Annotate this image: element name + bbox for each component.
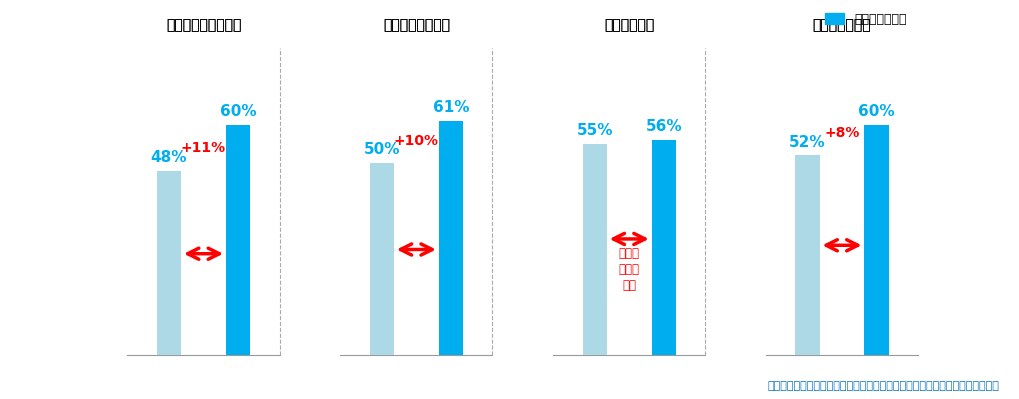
- Text: 48%: 48%: [151, 150, 187, 165]
- Text: 56%: 56%: [645, 119, 682, 134]
- Text: 60%: 60%: [857, 104, 894, 119]
- Text: ベース：マイナンバー対応をグループ全体あるいは一部の企業と共に行う企業: ベース：マイナンバー対応をグループ全体あるいは一部の企業と共に行う企業: [767, 381, 999, 391]
- Text: 55%: 55%: [576, 123, 612, 138]
- Text: ＜システム＞: ＜システム＞: [603, 18, 653, 32]
- Text: 61%: 61%: [432, 100, 469, 115]
- Text: 60%: 60%: [219, 104, 256, 119]
- Bar: [438, 121, 463, 355]
- Text: ＜実際の業務＞: ＜実際の業務＞: [812, 18, 870, 32]
- Bar: [795, 155, 818, 355]
- Text: 52%: 52%: [789, 134, 825, 150]
- Text: +10%: +10%: [393, 134, 438, 148]
- Bar: [582, 144, 606, 355]
- Text: ＜実際の業務＞: ＜実際の業務＞: [812, 18, 870, 32]
- Text: ＜対応方針の策定＞: ＜対応方針の策定＞: [166, 18, 240, 32]
- Bar: [863, 124, 888, 355]
- Text: +11%: +11%: [180, 141, 226, 155]
- Text: ＜システム＞: ＜システム＞: [603, 18, 653, 32]
- Text: ＜ひな形・資料＞: ＜ひな形・資料＞: [382, 18, 449, 32]
- Text: ＜ひな形・資料＞: ＜ひな形・資料＞: [382, 18, 449, 32]
- Bar: [226, 124, 250, 355]
- Legend: 対応状況スコア: 対応状況スコア: [819, 8, 911, 31]
- Bar: [369, 163, 393, 355]
- Text: +8%: +8%: [823, 126, 859, 140]
- Text: 統計的
有意差
なし: 統計的 有意差 なし: [619, 247, 639, 292]
- Text: ＜対応方針の策定＞: ＜対応方針の策定＞: [166, 18, 240, 32]
- Text: 50%: 50%: [363, 142, 399, 157]
- Bar: [651, 140, 676, 355]
- Bar: [157, 171, 181, 355]
